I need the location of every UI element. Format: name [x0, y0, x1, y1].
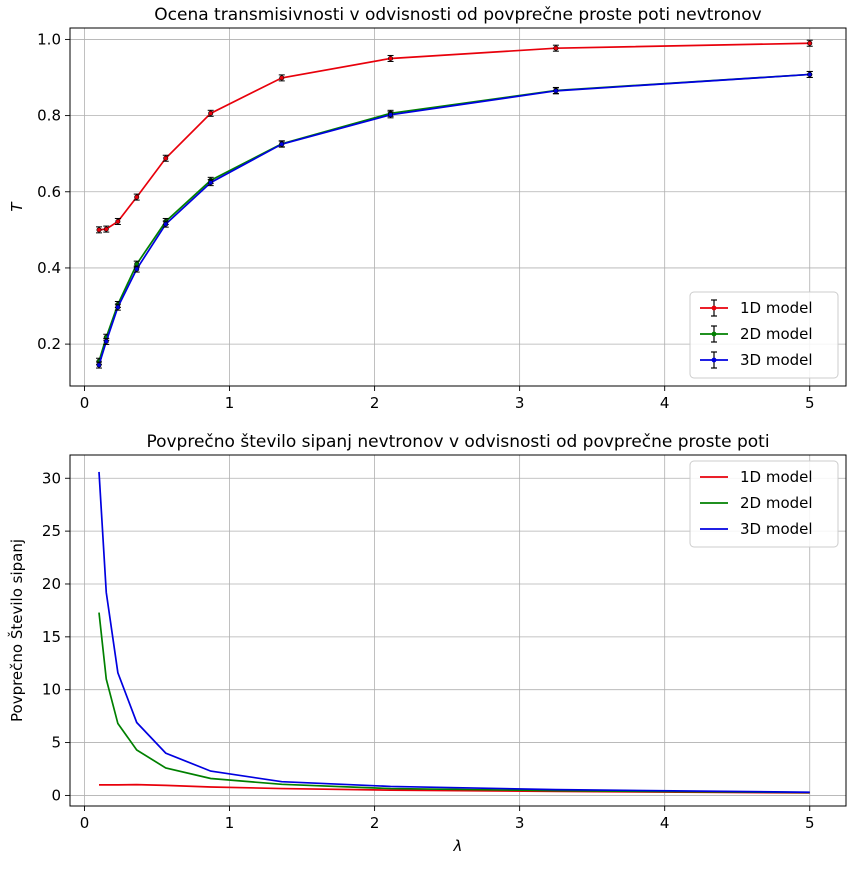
y-tick-label: 0	[51, 786, 61, 804]
legend-label: 1D model	[740, 468, 813, 486]
data-point	[96, 362, 102, 368]
data-point	[134, 266, 140, 272]
y-tick-label: 30	[42, 469, 61, 487]
series-line-3	[98, 471, 810, 794]
y-tick-label: 20	[42, 575, 61, 593]
legend: 1D model 2D model 3D model	[689, 460, 839, 548]
data-point	[807, 71, 813, 77]
y-tick-label: 0.8	[37, 107, 61, 125]
data-point	[388, 55, 394, 61]
y-tick-label: 5	[51, 734, 61, 752]
chart-panel-2: 0 1 2 3 4 5 0 5 10 15 20 25 30 Povprečno število sipa…	[7, 432, 847, 855]
x-tick-label: 2	[370, 394, 380, 412]
legend: 1D model 2D model 3D model	[689, 291, 839, 379]
legend-marker	[711, 305, 717, 311]
data-point	[208, 180, 214, 186]
y-axis-label: T	[8, 201, 26, 212]
x-tick-label: 1	[225, 814, 235, 832]
y-tick-label: 15	[42, 628, 61, 646]
data-point	[96, 227, 102, 233]
data-point	[163, 155, 169, 161]
chart-panel-1: 0 1 2 3 4 5 0.2 0.4 0.6 0.8 1.0 Ocena transmisivnos…	[8, 5, 847, 412]
y-axis-label: Povprečno Število sipanj	[7, 539, 26, 722]
x-tick-label: 3	[515, 814, 525, 832]
data-point	[553, 45, 559, 51]
data-point	[103, 338, 109, 344]
data-point	[807, 40, 813, 46]
legend-label: 1D model	[740, 299, 813, 317]
y-tick-label: 25	[42, 522, 61, 540]
legend-box	[689, 291, 839, 379]
chart-title: Ocena transmisivnosti v odvisnosti od po…	[154, 5, 761, 25]
y-tick-label: 1.0	[37, 30, 61, 48]
data-point	[208, 110, 214, 116]
x-tick-label: 0	[80, 394, 90, 412]
chart-title: Povprečno število sipanj nevtronov v odv…	[146, 432, 769, 452]
legend-label: 2D model	[740, 325, 813, 343]
data-point	[388, 112, 394, 118]
data-point	[115, 304, 121, 310]
data-point	[163, 221, 169, 227]
x-tick-label: 3	[515, 394, 525, 412]
legend-marker	[711, 331, 717, 337]
legend-label: 2D model	[740, 494, 813, 512]
y-tick-label: 0.6	[37, 183, 61, 201]
series-line-2	[98, 73, 810, 362]
x-tick-label: 2	[370, 814, 380, 832]
x-tick-label: 5	[805, 814, 815, 832]
series-line-2	[98, 612, 810, 794]
data-point	[103, 226, 109, 232]
data-point	[115, 218, 121, 224]
legend-marker	[711, 357, 717, 363]
axes-frame	[69, 454, 847, 807]
x-tick-label: 0	[80, 814, 90, 832]
x-tick-label: 4	[660, 394, 670, 412]
x-tick-label: 1	[225, 394, 235, 412]
series-line-1	[98, 42, 810, 231]
legend-label: 3D model	[740, 351, 813, 369]
y-tick-label: 0.4	[37, 259, 61, 277]
axes-frame	[69, 27, 847, 387]
data-point	[134, 194, 140, 200]
data-point	[279, 141, 285, 147]
data-point	[279, 75, 285, 81]
legend-label: 3D model	[740, 520, 813, 538]
x-tick-label: 5	[805, 394, 815, 412]
y-tick-label: 10	[42, 681, 61, 699]
series-line-3	[98, 73, 810, 366]
legend-box	[689, 460, 839, 548]
data-point	[553, 88, 559, 94]
y-tick-label: 0.2	[37, 335, 61, 353]
x-axis-label: λ	[453, 837, 463, 855]
series-line-1	[99, 783, 810, 794]
x-tick-label: 4	[660, 814, 670, 832]
